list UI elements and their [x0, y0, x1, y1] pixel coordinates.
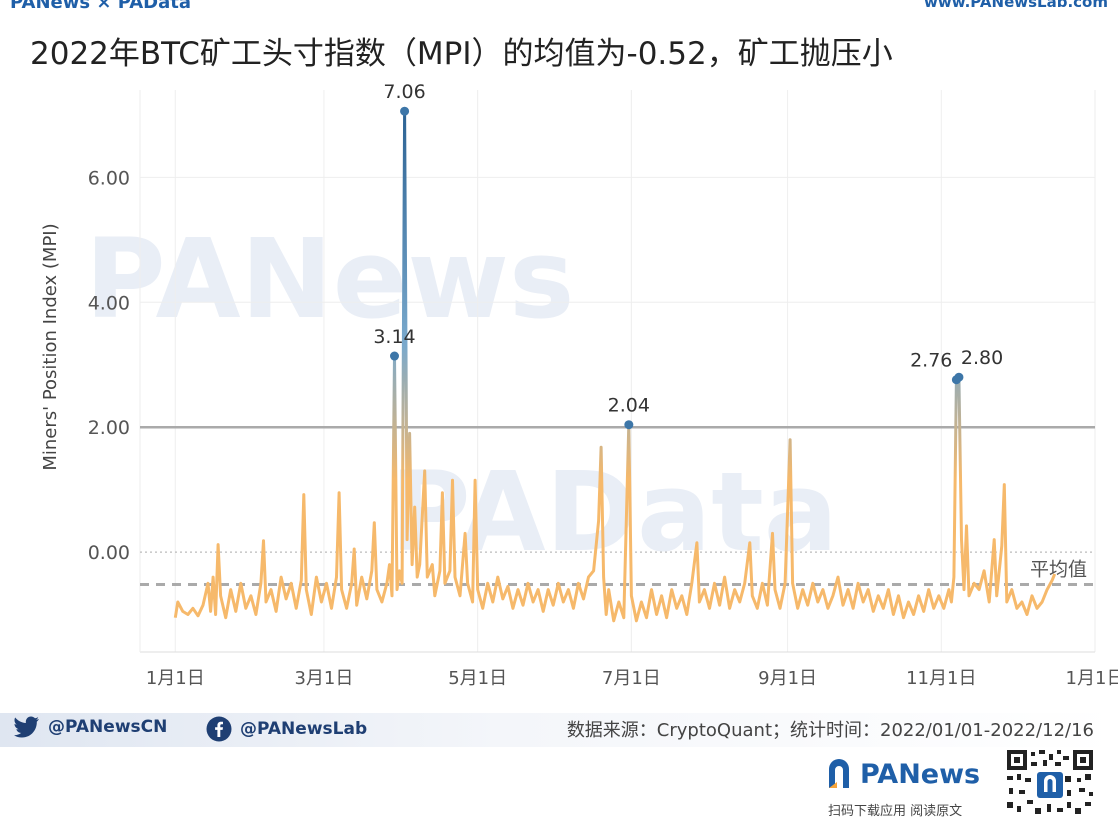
peak-value-label: 2.80: [961, 347, 1003, 369]
mean-line-label: 平均值: [1030, 559, 1087, 581]
x-tick-label: 1月1日: [1066, 668, 1118, 689]
y-tick-label: 2.00: [88, 417, 130, 439]
peak-value-label: 2.76: [910, 350, 952, 372]
y-axis-title: Miners' Position Index (MPI): [40, 223, 61, 470]
x-tick-label: 9月1日: [758, 668, 817, 689]
x-tick-label: 1月1日: [146, 668, 205, 689]
twitter-icon: [14, 716, 39, 738]
data-source-note: 数据来源：CryptoQuant；统计时间：2022/01/01-2022/12…: [566, 720, 1094, 741]
qr-code-icon[interactable]: [1005, 748, 1095, 818]
y-tick-label: 6.00: [88, 167, 130, 189]
brand-footer-name: PANews: [860, 758, 981, 790]
chart-title: 2022年BTC矿工头寸指数（MPI）的均值为-0.52，矿工抛压小: [30, 36, 893, 72]
x-tick-label: 3月1日: [294, 668, 353, 689]
peak-value-label: 2.04: [608, 395, 650, 417]
mpi-line-chart: PANews PAData 1月1日 3月1日 5月1日 7月1日 9月1日 11月1日 1…: [40, 81, 1118, 689]
footer-band: [0, 713, 1118, 747]
x-tick-label: 5月1日: [448, 668, 507, 689]
watermark-panews: PANews: [85, 215, 574, 343]
twitter-handle-group[interactable]: @PANewsCN: [14, 716, 167, 738]
panews-logo-icon: [829, 759, 849, 788]
y-tick-label: 0.00: [88, 542, 130, 564]
mpi-series-line: [173, 109, 1057, 623]
peak-point: [389, 351, 399, 361]
brand-header: PANews × PAData: [10, 0, 192, 13]
facebook-handle[interactable]: @PANewsLab: [240, 719, 368, 739]
brand-footer: PANews: [826, 758, 980, 790]
x-tick-label: 11月1日: [906, 668, 976, 689]
site-url[interactable]: www.PANewsLab.com: [924, 0, 1108, 11]
y-tick-label: 4.00: [88, 292, 130, 314]
twitter-handle[interactable]: @PANewsCN: [48, 717, 168, 737]
watermark: PANews PAData: [85, 215, 838, 576]
peak-value-label: 7.06: [383, 81, 425, 103]
download-hint: 扫码下载应用 阅读原文: [828, 804, 963, 819]
peak-point: [624, 420, 634, 430]
peak-point: [400, 106, 410, 116]
facebook-icon: [206, 716, 232, 742]
facebook-handle-group[interactable]: @PANewsLab: [206, 716, 367, 742]
peak-value-label: 3.14: [373, 326, 415, 348]
x-tick-label: 7月1日: [602, 668, 661, 689]
top-header: PANews × PAData www.PANewsLab.com: [0, 0, 1118, 14]
peak-point: [954, 372, 964, 382]
